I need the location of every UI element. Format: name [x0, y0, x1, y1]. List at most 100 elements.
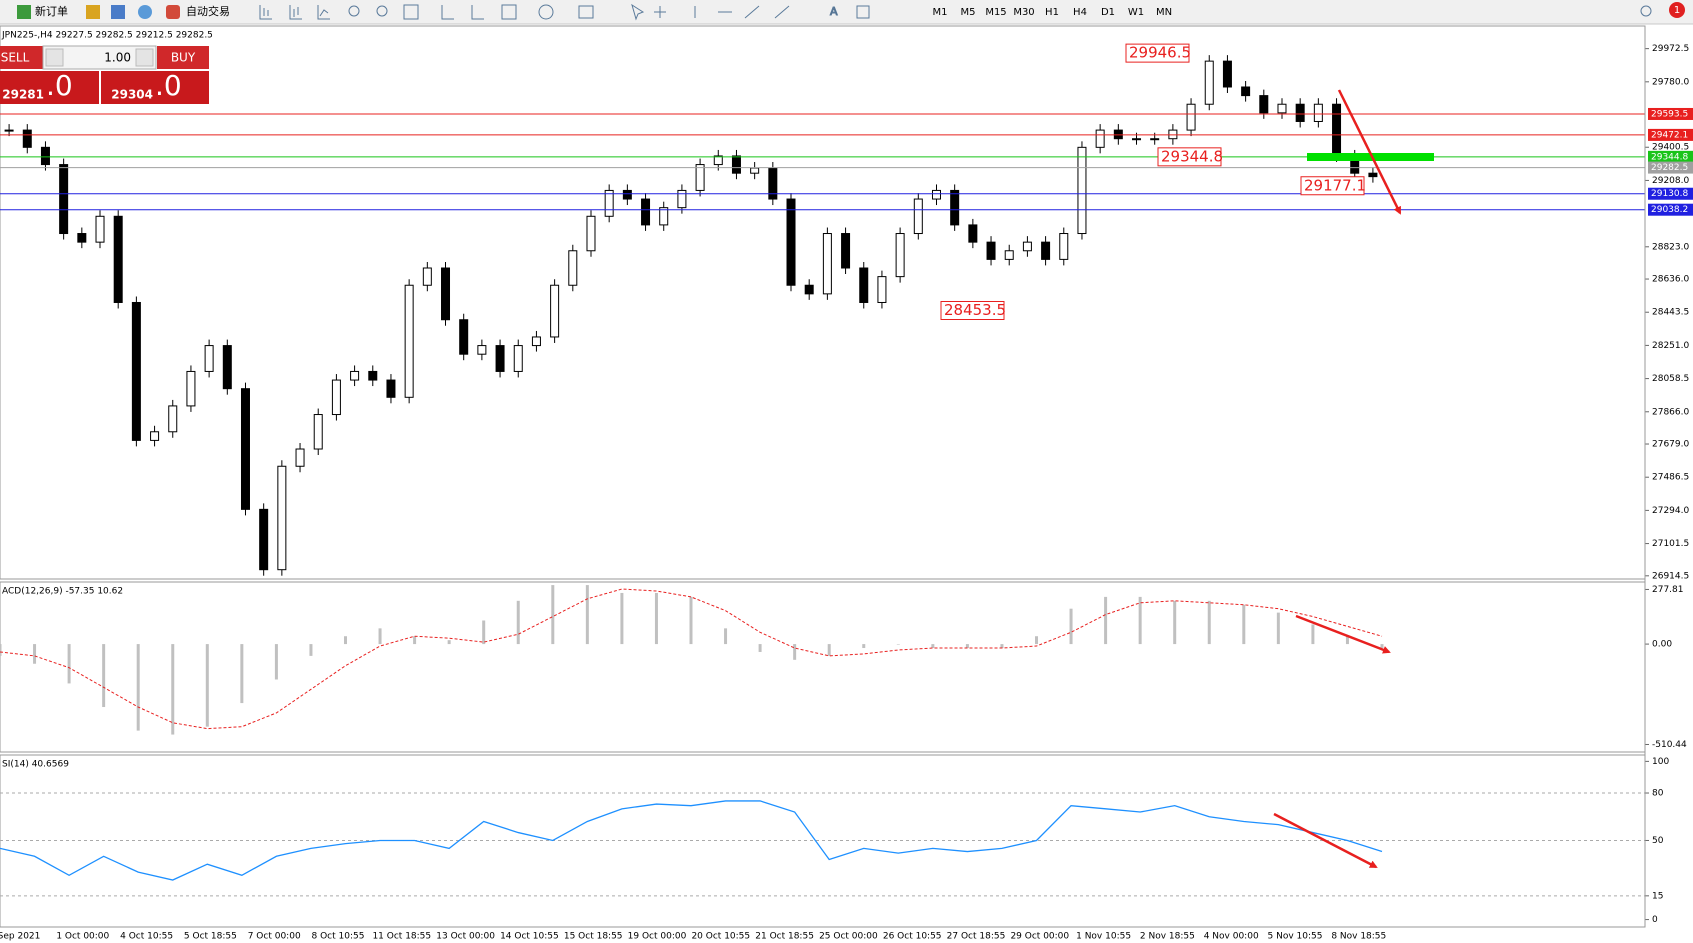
candle [40, 146, 50, 166]
timeframe-button[interactable]: MN [1156, 7, 1172, 18]
price-level-label: 29344.8 [1651, 152, 1688, 162]
timeframe-button[interactable]: H1 [1045, 7, 1059, 18]
macd-bar [931, 644, 935, 649]
toolbar: 新订单 自动交易 A M1 M5 M15 M30 H1 H4 D1 W1 MN 1 [0, 0, 1693, 25]
candle [1241, 86, 1251, 97]
y-tick-label: 27294.0 [1652, 506, 1689, 516]
y-tick-label: 28251.0 [1652, 341, 1689, 351]
timeframe-button[interactable]: M5 [961, 7, 976, 18]
new-order-icon[interactable] [17, 5, 31, 19]
timeframe-bar: M1 M5 M15 M30 H1 H4 D1 W1 MN [933, 7, 1173, 18]
time-label: Sep 2021 [0, 932, 40, 942]
y-tick-label: 28636.0 [1652, 275, 1689, 285]
time-label: 26 Oct 10:55 [883, 932, 942, 942]
candle [1313, 103, 1323, 122]
timeframe-button[interactable]: M1 [933, 7, 948, 18]
timeframe-button[interactable]: H4 [1073, 7, 1087, 18]
candle [586, 215, 596, 252]
time-label: 5 Nov 10:55 [1268, 932, 1323, 942]
price-level-tag [1648, 187, 1693, 200]
macd-bar [1173, 600, 1177, 645]
time-label: 7 Oct 00:00 [248, 932, 301, 942]
macd-bar [1380, 644, 1384, 649]
volume-value[interactable]: 1.00 [104, 51, 131, 65]
candle [750, 167, 760, 174]
y-tick-label: 0.00 [1652, 640, 1672, 650]
indicator-title: ACD(12,26,9) -57.35 10.62 [2, 587, 123, 597]
rsi-chart: SI(14) 40.6569 100 80 50 15 0 [0, 757, 1669, 925]
candle [859, 267, 869, 303]
alert-badge[interactable] [1669, 2, 1685, 18]
time-label: 13 Oct 00:00 [436, 932, 495, 942]
time-label: 11 Oct 18:55 [372, 932, 431, 942]
macd-bar [274, 644, 278, 680]
time-label: 1 Oct 00:00 [56, 932, 109, 942]
timeframe-button[interactable]: M30 [1013, 7, 1034, 18]
macd-bar [827, 644, 831, 656]
y-tick-label: 27101.5 [1652, 539, 1689, 549]
candle [131, 301, 141, 441]
rsi-line [0, 800, 1383, 881]
toolbar-icon[interactable] [86, 5, 100, 19]
price-annotation: 29177.1 [1304, 176, 1366, 194]
candle [986, 241, 996, 260]
candle [531, 336, 541, 347]
price-annotation-box [1125, 43, 1190, 63]
candle [968, 224, 978, 243]
candle [222, 345, 232, 390]
candle [950, 189, 960, 226]
time-label: 14 Oct 10:55 [500, 932, 559, 942]
timeframe-button[interactable]: M15 [985, 7, 1006, 18]
macd-chart: ACD(12,26,9) -57.35 10.62 277.81 0.00 -510.… [0, 585, 1687, 750]
timeframe-button[interactable]: W1 [1128, 7, 1144, 18]
time-label: 21 Oct 18:55 [755, 932, 814, 942]
price-level-tag [1648, 107, 1693, 120]
price-annotation-box [1157, 147, 1222, 167]
macd-bar [551, 585, 555, 645]
candle [659, 207, 669, 226]
time-label: 8 Oct 10:55 [312, 932, 365, 942]
candle [168, 405, 178, 433]
candle [186, 370, 196, 407]
volume-up[interactable] [135, 48, 154, 67]
y-tick-label: 28823.0 [1652, 242, 1689, 252]
toolbar-icon[interactable] [111, 5, 125, 19]
price-level-label: 29130.8 [1651, 189, 1688, 199]
macd-bar [67, 644, 71, 684]
volume-field[interactable] [42, 45, 157, 70]
y-tick-label: 15 [1652, 891, 1663, 901]
macd-bar [862, 644, 866, 649]
buy-button[interactable] [157, 46, 209, 69]
candle [841, 233, 851, 269]
buy-price-fraction: .0 [155, 69, 182, 102]
candle [277, 465, 287, 571]
candle [895, 233, 905, 278]
macd-bar [1035, 636, 1038, 645]
new-order-button[interactable]: 新订单 [35, 4, 68, 18]
candle [1004, 250, 1014, 260]
auto-trading-icon[interactable] [166, 5, 180, 19]
buy-price-box[interactable] [101, 71, 209, 104]
volume-down[interactable] [45, 48, 64, 67]
macd-bar [585, 585, 589, 645]
y-tick-label: 277.81 [1652, 585, 1684, 595]
macd-bar [1207, 600, 1211, 645]
macd-bar [1311, 624, 1315, 645]
toolbar-bg [0, 0, 1693, 24]
buy-label[interactable]: BUY [171, 51, 196, 65]
auto-trading-button[interactable]: 自动交易 [186, 4, 230, 18]
main-chart: JPN225-,H4 29227.5 29282.5 29212.5 29282… [0, 31, 1693, 581]
price-level-label: 29472.1 [1651, 130, 1688, 140]
candle [1295, 103, 1305, 122]
sell-price-box[interactable] [0, 71, 99, 104]
macd-bar [1138, 596, 1142, 645]
candle [59, 164, 69, 235]
timeframe-button[interactable]: D1 [1101, 7, 1115, 18]
macd-signal [0, 588, 1383, 730]
toolbar-icon[interactable] [138, 5, 152, 19]
macd-bar [0, 644, 2, 656]
candle [1022, 241, 1032, 252]
sell-button[interactable] [0, 46, 43, 69]
sell-label[interactable]: SELL [1, 51, 30, 65]
toolbar-tools[interactable]: A [259, 3, 1652, 21]
